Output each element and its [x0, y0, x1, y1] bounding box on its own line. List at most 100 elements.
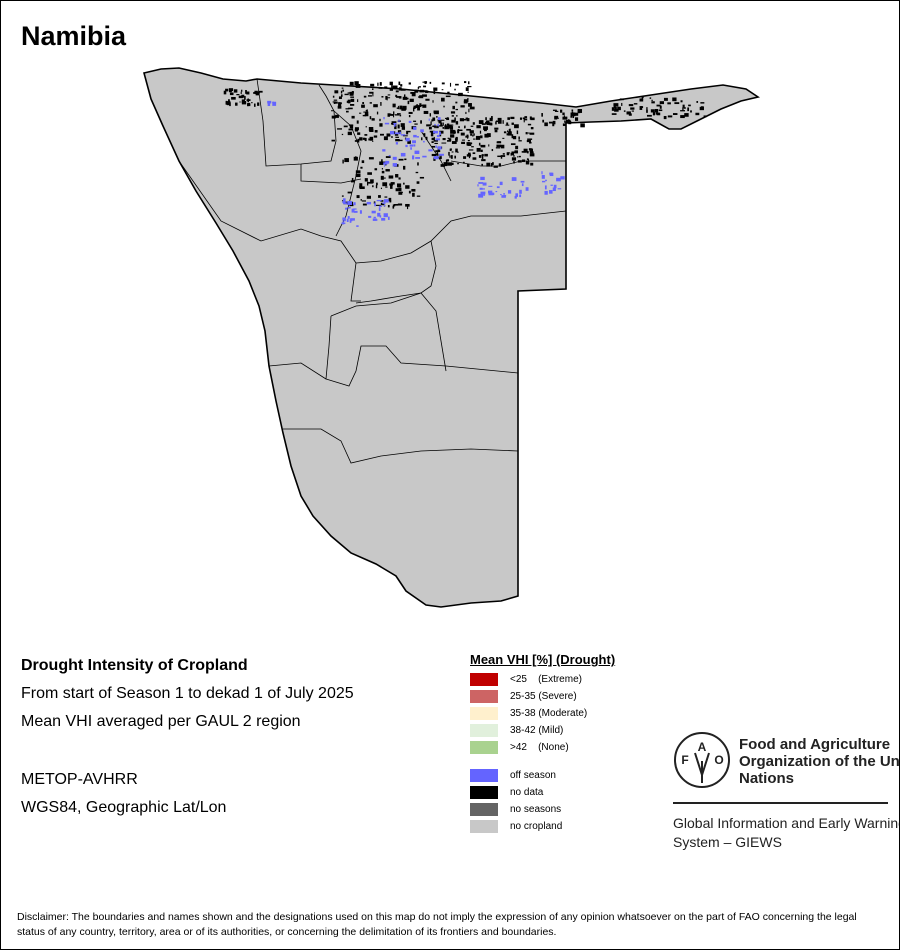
vhi-pixel — [491, 192, 495, 195]
vhi-pixel — [368, 215, 372, 218]
vhi-pixel — [439, 125, 443, 127]
vhi-pixel — [433, 130, 438, 134]
vhi-pixel — [513, 154, 515, 157]
vhi-pixel — [377, 82, 379, 86]
vhi-pixel — [563, 115, 565, 119]
vhi-pixel — [517, 160, 522, 163]
vhi-pixel — [397, 139, 403, 142]
vhi-pixel — [340, 90, 343, 94]
vhi-pixel — [488, 185, 493, 187]
vhi-pixel — [385, 169, 390, 172]
info-heading: Drought Intensity of Cropland — [21, 657, 248, 674]
vhi-pixel — [435, 145, 437, 148]
vhi-pixel — [523, 148, 528, 153]
info-period: From start of Season 1 to dekad 1 of Jul… — [21, 685, 354, 702]
vhi-pixel — [500, 156, 503, 159]
vhi-pixel — [417, 162, 419, 166]
vhi-pixel — [395, 139, 400, 142]
vhi-pixel — [381, 217, 386, 221]
vhi-pixel — [449, 155, 451, 158]
vhi-pixel — [495, 121, 497, 125]
vhi-pixel — [432, 117, 436, 121]
vhi-pixel — [392, 205, 395, 209]
vhi-pixel — [341, 87, 344, 89]
vhi-pixel — [494, 127, 499, 130]
vhi-pixel — [253, 92, 256, 94]
vhi-pixel — [472, 135, 474, 137]
vhi-pixel — [382, 149, 386, 152]
vhi-pixel — [376, 219, 378, 221]
vhi-pixel — [389, 183, 394, 186]
vhi-pixel — [465, 111, 467, 115]
vhi-pixel — [553, 184, 557, 189]
vhi-pixel — [431, 141, 434, 144]
vhi-pixel — [526, 140, 531, 143]
vhi-pixel — [397, 183, 402, 188]
vhi-pixel — [454, 131, 456, 133]
vhi-pixel — [649, 97, 652, 99]
vhi-pixel — [530, 126, 534, 130]
vhi-pixel — [542, 119, 545, 123]
vhi-pixel — [482, 188, 485, 190]
vhi-pixel — [362, 203, 367, 206]
vhi-pixel — [387, 204, 390, 208]
vhi-pixel — [247, 103, 251, 107]
vhi-pixel — [405, 137, 410, 142]
vhi-pixel — [223, 90, 227, 95]
vhi-pixel — [485, 120, 490, 123]
vhi-pixel — [395, 136, 399, 138]
vhi-pixel — [526, 150, 529, 154]
vhi-pixel — [395, 94, 398, 98]
vhi-pixel — [564, 120, 566, 123]
vhi-pixel — [525, 160, 530, 165]
vhi-pixel — [495, 190, 498, 193]
vhi-pixel — [439, 156, 442, 160]
vhi-pixel — [380, 133, 384, 136]
vhi-pixel — [407, 100, 410, 105]
vhi-pixel — [343, 125, 348, 128]
vhi-pixel — [557, 188, 562, 190]
vhi-pixel — [372, 88, 374, 90]
vhi-pixel — [446, 123, 450, 126]
vhi-pixel — [383, 199, 389, 203]
vhi-pixel — [466, 134, 469, 139]
vhi-pixel — [441, 142, 447, 144]
vhi-pixel — [445, 162, 448, 165]
vhi-pixel — [695, 112, 700, 116]
vhi-pixel — [544, 190, 548, 195]
vhi-pixel — [380, 102, 382, 106]
vhi-pixel — [466, 128, 471, 131]
vhi-pixel — [428, 126, 432, 130]
vhi-pixel — [448, 151, 450, 156]
vhi-pixel — [414, 150, 420, 154]
vhi-pixel — [418, 86, 421, 88]
vhi-pixel — [454, 88, 456, 91]
vhi-pixel — [431, 145, 436, 148]
vhi-pixel — [338, 102, 341, 107]
vhi-pixel — [387, 216, 390, 220]
vhi-pixel — [415, 171, 419, 174]
vhi-pixel — [417, 89, 419, 92]
vhi-pixel — [348, 128, 354, 131]
vhi-pixel — [429, 130, 435, 133]
vhi-pixel — [413, 134, 417, 138]
vhi-pixel — [413, 144, 416, 147]
vhi-pixel — [258, 90, 263, 93]
vhi-pixel — [478, 182, 484, 184]
vhi-pixel — [362, 114, 367, 117]
info-projection: WGS84, Geographic Lat/Lon — [21, 799, 227, 816]
vhi-pixel — [364, 112, 369, 114]
vhi-pixel — [687, 107, 690, 112]
vhi-pixel — [549, 172, 554, 177]
vhi-pixel — [511, 122, 514, 125]
vhi-pixel — [373, 104, 378, 108]
vhi-pixel — [511, 151, 516, 154]
vhi-pixel — [463, 100, 468, 104]
vhi-pixel — [354, 81, 359, 86]
vhi-pixel — [429, 81, 432, 84]
vhi-pixel — [416, 181, 420, 184]
vhi-pixel — [412, 155, 415, 160]
vhi-pixel — [447, 137, 450, 139]
vhi-pixel — [444, 124, 447, 127]
vhi-pixel — [385, 160, 388, 163]
